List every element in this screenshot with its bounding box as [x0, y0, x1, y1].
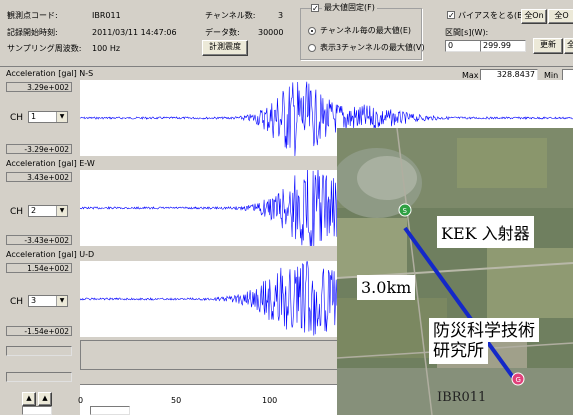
kek-marker-icon: S [398, 203, 412, 217]
channel2-bottom-scale: -3.43e+002 [6, 235, 72, 245]
extra-button[interactable]: 全 [564, 38, 573, 54]
channel3-title: Acceleration [gal] U-D [6, 250, 95, 259]
distance-line [403, 226, 517, 382]
channel1-waveform [79, 81, 573, 157]
distance-label: 3.0km [357, 275, 416, 300]
all-on-button[interactable]: 全On [521, 9, 547, 24]
update-button[interactable]: 更新 [533, 38, 563, 54]
station-marker-icon: G [511, 372, 525, 386]
nied-label-line2: 研究所 [429, 340, 488, 364]
svg-text:G: G [516, 376, 521, 384]
sampling-label: サンプリング周波数: [7, 44, 82, 53]
maxfix-checkbox[interactable]: ✓ [311, 4, 319, 13]
channel2-title: Acceleration [gal] E-W [6, 159, 95, 168]
channels-value: 3 [278, 11, 284, 20]
chevron-down-icon[interactable]: ▼ [56, 206, 67, 216]
datacount-label: データ数: [205, 28, 240, 37]
map-overlay: S G KEK 入射器 3.0km 防災科学技術 研究所 IBR011 [337, 128, 573, 415]
channel2-top-scale: 3.43e+002 [6, 172, 72, 182]
datacount-value: 30000 [258, 28, 284, 37]
range-to-input[interactable]: 299.99 [480, 40, 526, 52]
kek-label: KEK 入射器 [437, 216, 534, 248]
satellite-map: S G [337, 128, 573, 415]
bias-checkbox[interactable]: ✓ [447, 11, 455, 20]
channel1-bottom-scale: -3.29e+002 [6, 144, 72, 154]
channel2-ch-label: CH [10, 207, 24, 217]
max-label: Max [462, 71, 479, 80]
bias-label: バイアスをとる(B) [458, 11, 526, 20]
time-tick-50: 50 [171, 396, 182, 405]
channel3-select[interactable]: 3 ▼ [28, 295, 68, 307]
intensity-button[interactable]: 計測震度 [202, 40, 248, 56]
chevron-down-icon[interactable]: ▼ [56, 112, 67, 122]
channel3-ch-label: CH [10, 297, 24, 307]
empty-scale-box [6, 346, 72, 356]
scroll-up-button[interactable]: ▲ [22, 392, 36, 406]
channel3-bottom-scale: -1.54e+002 [6, 326, 72, 336]
channel1-ch-label: CH [10, 113, 24, 123]
scroll-up-fast-button[interactable]: ▲ [38, 392, 52, 406]
maxfix-label: 最大値固定(F) [322, 3, 377, 13]
empty-scale-box-2 [6, 372, 72, 382]
channel1-select[interactable]: 1 ▼ [28, 111, 68, 123]
station-value: IBR011 [92, 11, 121, 20]
channel1-title: Acceleration [gal] N-S [6, 69, 94, 78]
nied-label-line1: 防災科学技術 [429, 318, 539, 342]
radio-each-channel[interactable] [308, 27, 316, 35]
station-map-label: IBR011 [437, 390, 487, 405]
radio-each-label: チャンネル毎の最大値(E) [320, 26, 412, 35]
station-label: 観測点コード: [7, 11, 58, 20]
chevron-down-icon[interactable]: ▼ [56, 296, 67, 306]
channel3-top-scale: 1.54e+002 [6, 263, 72, 273]
position-field[interactable] [22, 406, 52, 415]
radio-display-channels[interactable] [308, 44, 316, 52]
time-tick-0: 0 [78, 396, 84, 405]
span-field[interactable] [90, 406, 130, 415]
channel2-select[interactable]: 2 ▼ [28, 205, 68, 217]
range-label: 区間[s](W): [445, 28, 489, 37]
channel1-top-scale: 3.29e+002 [6, 82, 72, 92]
svg-text:S: S [403, 207, 408, 215]
sampling-value: 100 Hz [92, 44, 121, 53]
min-label: Min [544, 71, 559, 80]
radio-display-label: 表示3チャンネルの最大値(V) [320, 43, 425, 52]
header-panel [0, 0, 573, 67]
time-tick-100: 100 [262, 396, 278, 405]
record-start-value: 2011/03/11 14:47:06 [92, 28, 177, 37]
channels-label: チャンネル数: [205, 11, 256, 20]
record-start-label: 記録開始時刻: [7, 28, 58, 37]
all-off-button[interactable]: 全O [548, 9, 573, 24]
